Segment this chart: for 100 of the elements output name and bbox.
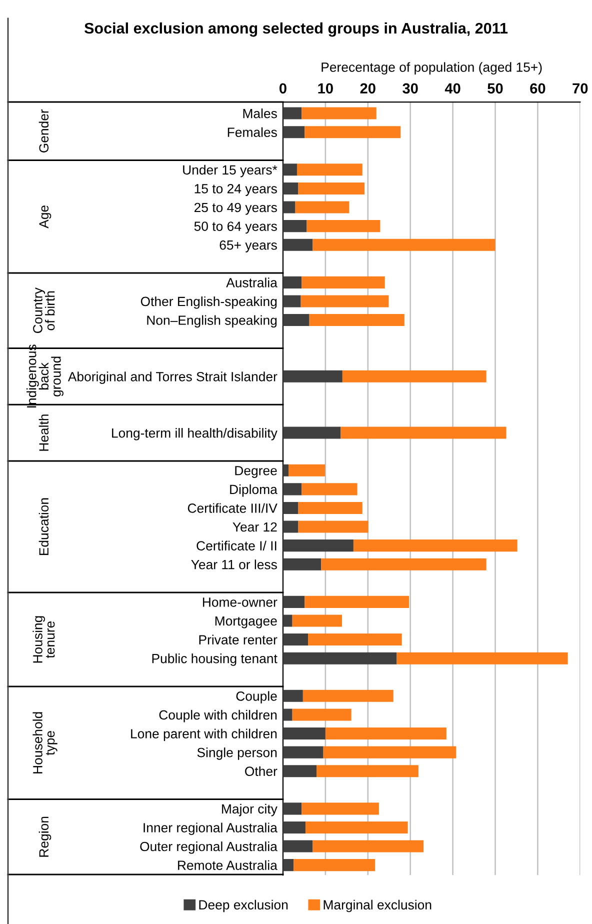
y-tick-label: Public housing tenant: [152, 654, 278, 666]
bar: [282, 540, 354, 552]
y-tick-label: Non–English speaking: [147, 315, 277, 328]
bar: [321, 558, 486, 570]
bar: [282, 426, 341, 439]
y-tick-label: Outer regional Australia: [140, 841, 278, 854]
x-tick-label: 20: [360, 83, 376, 94]
bar: [308, 634, 402, 646]
text: Country of birth: [33, 288, 55, 334]
bar: [282, 238, 313, 251]
bar: [309, 314, 404, 326]
y-tick-label: Major city: [222, 804, 278, 816]
text: Age: [39, 206, 52, 228]
bar: [302, 107, 376, 120]
bar: [282, 182, 298, 194]
x-tick-label: 50: [488, 83, 503, 94]
y-tick-label: 15 to 24 years: [194, 184, 277, 196]
bar: [282, 859, 294, 872]
bar: [325, 727, 446, 740]
text: Region: [38, 816, 52, 857]
y-tick-label: Females: [228, 127, 277, 137]
y-tick-label: Year 11 or less: [191, 560, 277, 570]
y-tick-label: Mortgagee: [215, 616, 277, 628]
x-tick-label: 60: [530, 83, 546, 94]
bar: [323, 746, 456, 758]
bar: [305, 821, 408, 834]
x-tick-label: 0: [280, 83, 286, 94]
y-tick-label: Couple with children: [159, 710, 277, 722]
y-tick-label: Remote Australia: [178, 860, 278, 870]
bar: [282, 126, 305, 138]
legend-label: Marginal exclusion: [324, 900, 432, 912]
y-tick-label: Other: [245, 766, 278, 776]
y-tick-label: Certificate III/IV: [188, 503, 278, 513]
bar: [282, 614, 292, 627]
bar: [302, 483, 358, 496]
bar: [282, 821, 306, 834]
x-tick-label: 10: [318, 83, 333, 94]
bar: [282, 314, 310, 326]
y-tick-label: Lone parent with children: [131, 728, 277, 742]
bar: [294, 859, 376, 872]
bar: [282, 483, 302, 496]
bar: [282, 502, 298, 514]
text: Household type: [32, 712, 58, 774]
bar: [306, 220, 380, 232]
bar: [353, 540, 518, 552]
y-tick-label: Single person: [197, 748, 277, 760]
x-tick-label: 70: [572, 83, 588, 94]
bar: [342, 370, 486, 382]
y-tick-label: Degree: [235, 466, 277, 478]
bar: [282, 464, 288, 476]
x-axis-title: Perecentage of population (aged 15+): [322, 62, 542, 74]
y-tick-label: 65+ years: [220, 240, 277, 252]
y-tick-label: 50 to 64 years: [194, 222, 277, 234]
bar: [282, 220, 307, 232]
bar: [282, 370, 342, 382]
bar: [288, 464, 326, 476]
y-tick-label: Long-term ill health/disability: [112, 428, 278, 440]
bar: [282, 164, 297, 176]
bar: [282, 295, 301, 308]
bar: [312, 840, 424, 852]
text: Health: [38, 414, 49, 451]
bar: [316, 765, 418, 778]
bar: [302, 802, 379, 815]
bar: [282, 727, 326, 740]
legend-label: Deep exclusion: [199, 900, 288, 912]
y-tick-label: Year 12: [232, 522, 277, 532]
bar: [282, 520, 298, 533]
y-tick-label: Under 15 years*: [183, 164, 278, 178]
bar: [282, 558, 322, 570]
y-tick-label: Inner regional Australia: [144, 822, 278, 835]
bar: [292, 614, 342, 627]
bar: [282, 276, 302, 288]
y-tick-label: Certificate I/ II: [196, 540, 276, 550]
y-tick-label: 25 to 49 years: [194, 202, 277, 215]
text: Gender: [38, 109, 49, 152]
y-tick-label: Aboriginal and Torres Strait Islander: [68, 372, 278, 384]
bar: [312, 238, 496, 251]
bar: [282, 652, 397, 664]
bar: [296, 164, 362, 176]
bar: [282, 746, 324, 758]
bar: [340, 426, 506, 439]
bar: [292, 708, 352, 721]
bar: [300, 295, 389, 308]
bar: [282, 107, 302, 120]
y-tick-label: Other English-speaking: [140, 296, 277, 309]
bar: [298, 182, 364, 194]
y-tick-label: Couple: [236, 691, 277, 704]
bar: [302, 276, 385, 288]
y-tick-label: Diploma: [230, 484, 278, 497]
chart-title: Social exclusion among selected groups in Australia, 2011: [84, 22, 508, 37]
y-tick-label: Home-owner: [202, 598, 278, 607]
bar: [295, 201, 350, 214]
bar: [282, 201, 296, 214]
bar: [282, 634, 308, 646]
x-tick-label: 40: [444, 83, 460, 94]
bar: [282, 690, 303, 702]
text: Education: [38, 498, 49, 556]
bar: [282, 765, 317, 778]
bar: [396, 652, 568, 664]
y-tick-label: Private renter: [199, 634, 278, 644]
